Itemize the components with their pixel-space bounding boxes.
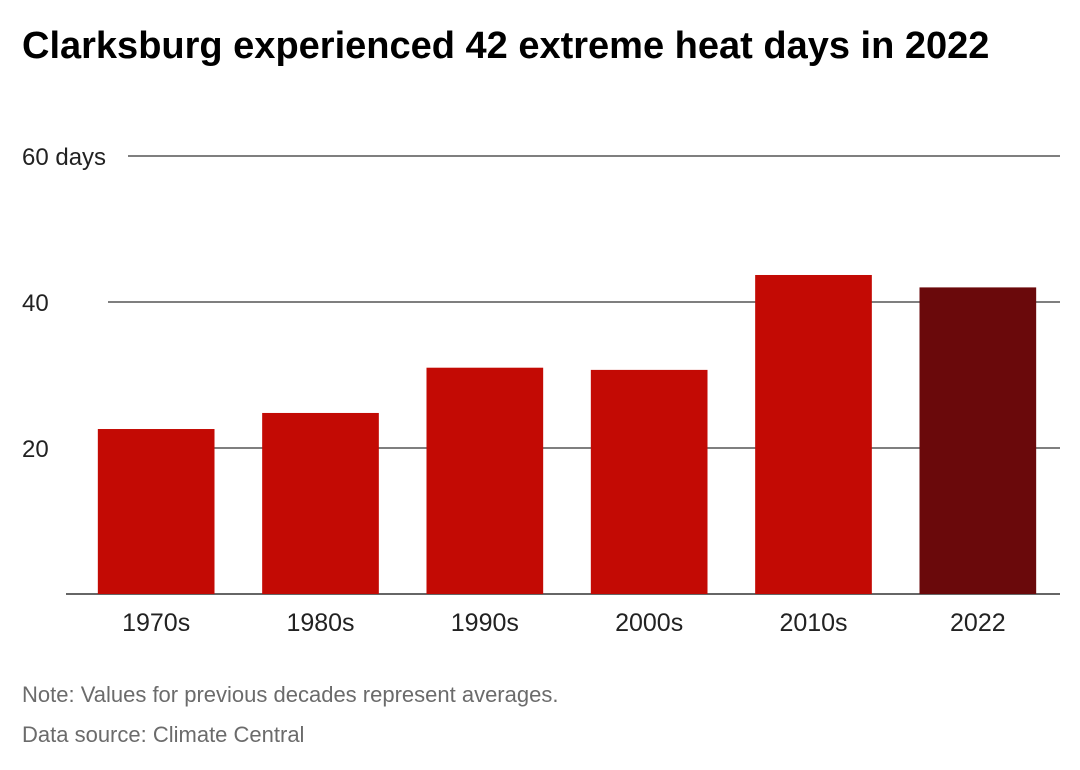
gridlines [66, 155, 1060, 595]
note-text: Note: Values for previous decades repres… [22, 682, 559, 707]
bars [97, 274, 1037, 594]
x-tick-label: 2000s [615, 609, 683, 637]
x-tick-label: 1990s [451, 609, 519, 637]
bar [590, 369, 708, 594]
x-tick-labels: 1970s 1980s 1990s 2000s 2010s 2022 [122, 609, 1006, 637]
chart-title: Clarksburg experienced 42 extreme heat d… [22, 25, 990, 67]
bar [919, 287, 1037, 594]
bar [262, 412, 379, 594]
y-tick-label: 60 days [22, 144, 106, 171]
x-tick-label: 1970s [122, 609, 190, 637]
bar [426, 367, 544, 594]
bar [97, 429, 215, 594]
bar [755, 274, 872, 594]
x-tick-label: 2010s [779, 609, 847, 637]
y-tick-labels: 20 40 60 days [22, 144, 106, 463]
source-text: Data source: Climate Central [22, 722, 305, 747]
y-tick-label: 20 [22, 436, 49, 463]
x-tick-label: 2022 [950, 609, 1006, 637]
x-tick-label: 1980s [286, 609, 354, 637]
y-tick-label: 40 [22, 290, 49, 317]
